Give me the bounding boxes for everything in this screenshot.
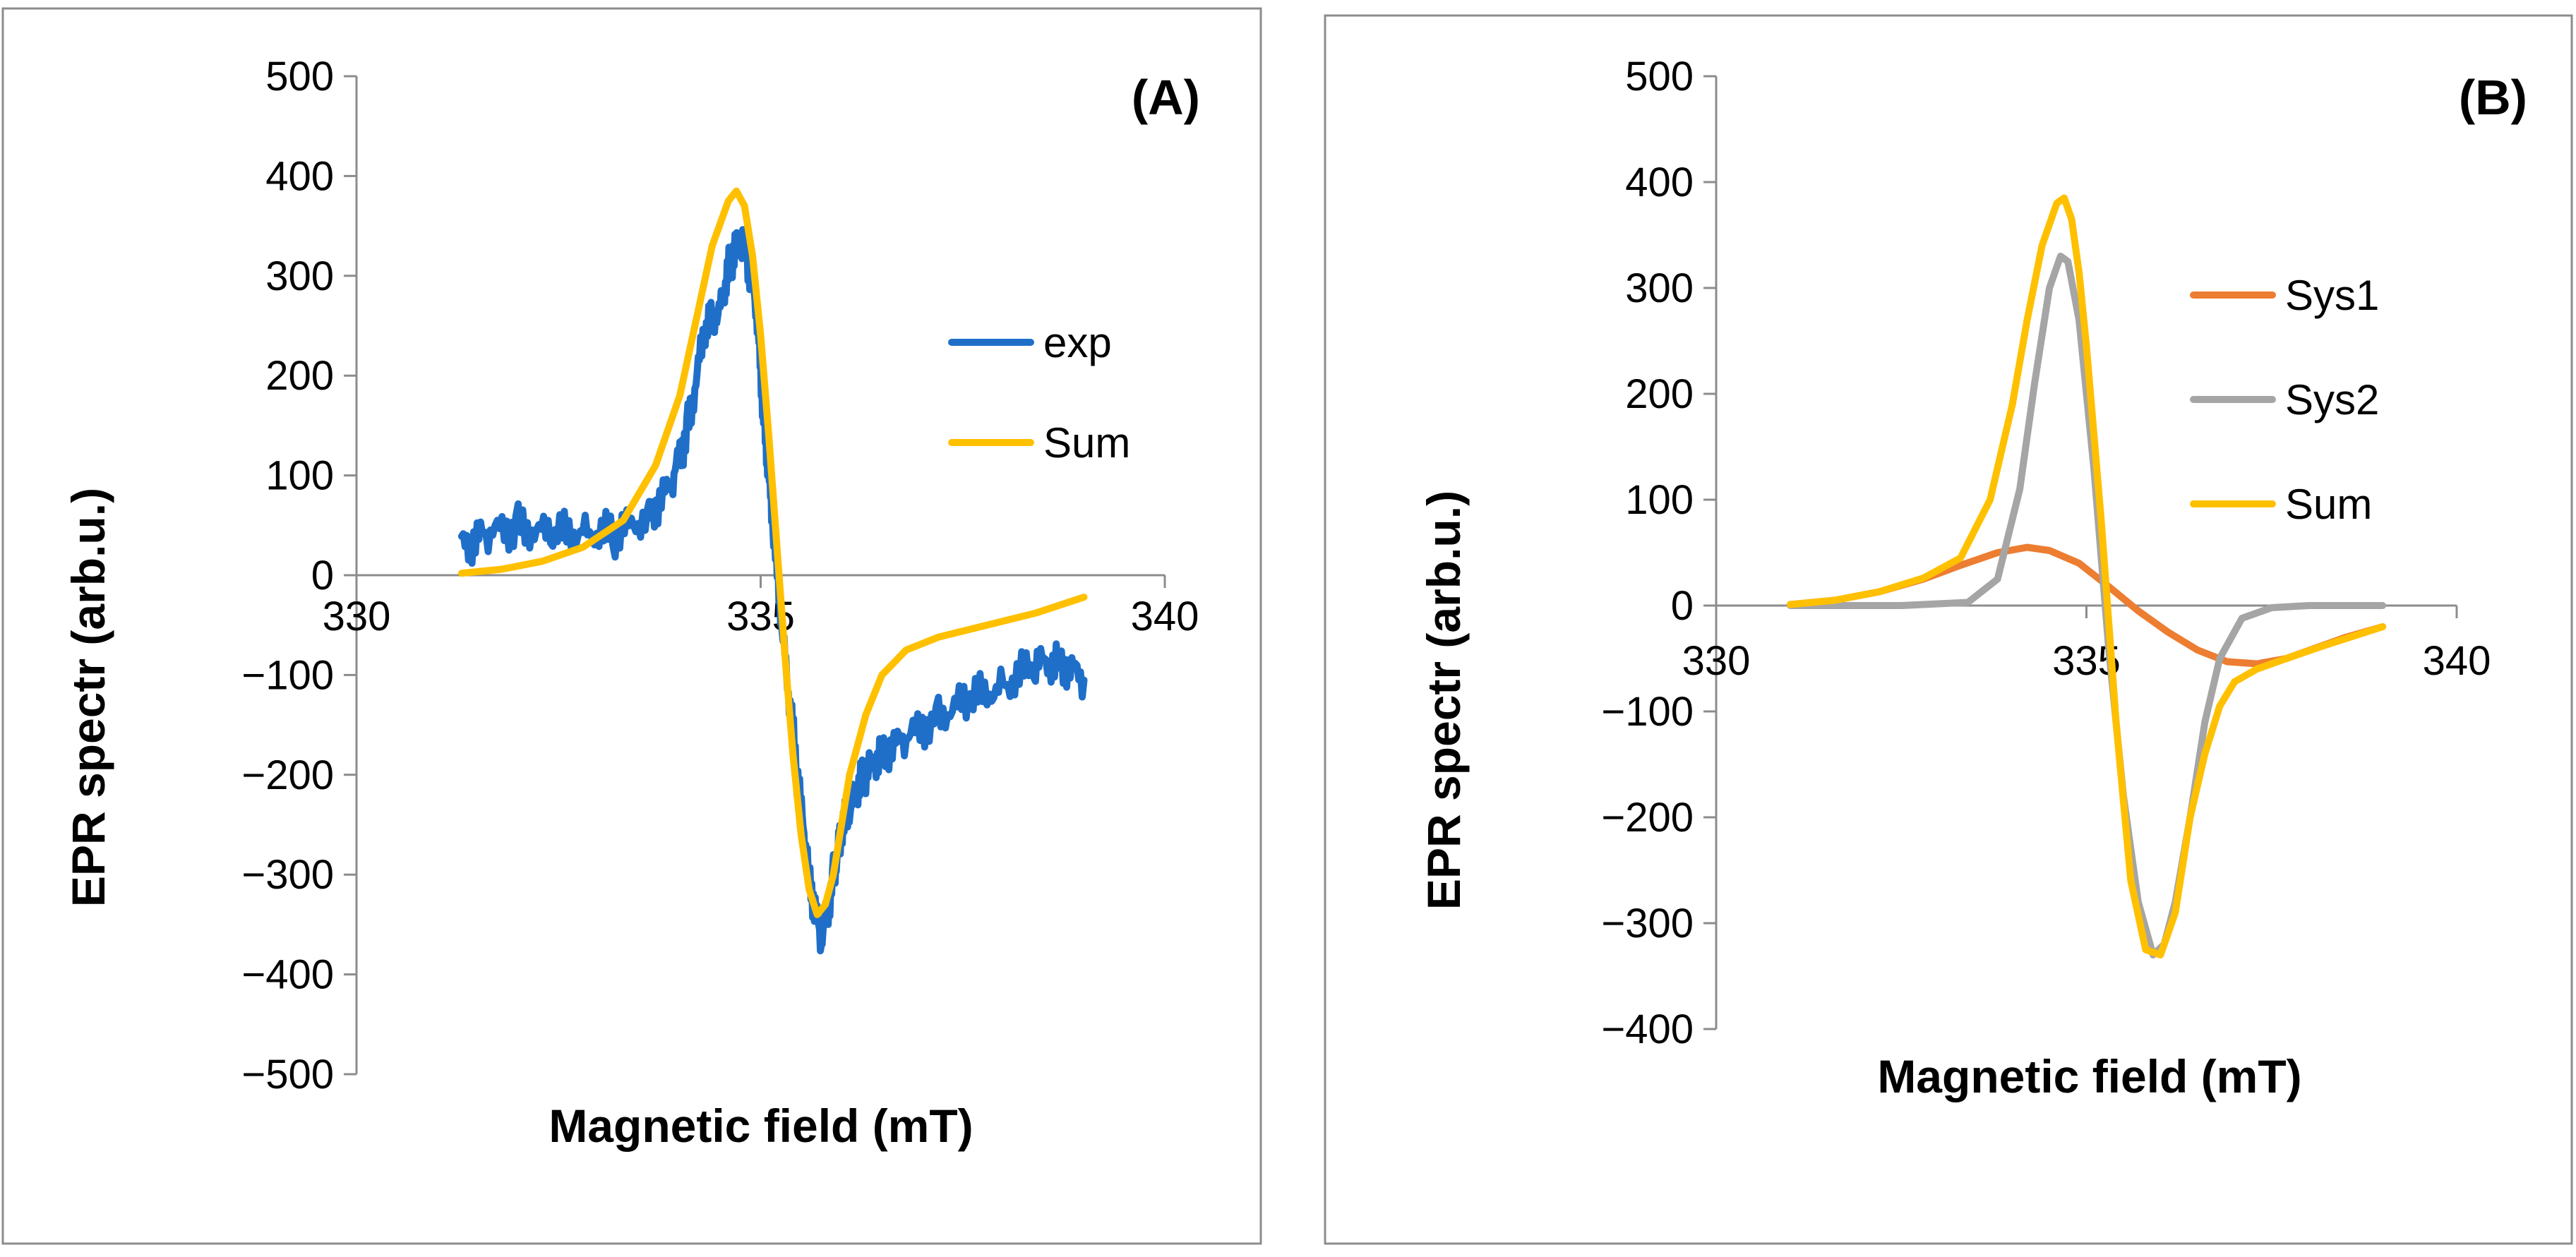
y-tick-label: 200	[265, 353, 334, 399]
series-line-sum	[1786, 194, 2387, 958]
y-tick-label: −400	[1601, 1006, 1694, 1052]
panel-a-frame	[1, 7, 1262, 1245]
legend-label-sys1: Sys1	[2285, 272, 2379, 319]
y-tick-label: 200	[1625, 371, 1694, 417]
y-tick-label: 100	[1625, 477, 1694, 523]
panel-a-label: (A)	[1132, 70, 1200, 125]
panel-a-series	[457, 187, 1088, 955]
y-tick-label: −300	[241, 852, 334, 898]
y-tick-label: −100	[241, 652, 334, 698]
legend-label-sum: Sum	[2285, 481, 2372, 528]
panel-b-legend: Sys1 Sys2 Sum	[2190, 272, 2379, 528]
legend-label-sys2: Sys2	[2285, 376, 2379, 423]
panel-a-y-axis-label: EPR spectr (arb.u.)	[62, 488, 114, 907]
x-tick-label: 330	[1682, 638, 1751, 684]
y-tick-label: 500	[1625, 54, 1694, 100]
y-tick-label: −100	[1601, 689, 1694, 735]
y-tick-label: 0	[311, 553, 334, 599]
x-tick-label: 340	[2423, 638, 2491, 684]
y-tick-label: −300	[1601, 901, 1694, 946]
panel-b-series	[1786, 194, 2387, 958]
legend-label-sum: Sum	[1043, 419, 1130, 467]
panel-a-legend: exp Sum	[948, 319, 1130, 467]
y-tick-label: −500	[241, 1052, 334, 1097]
panel-b-y-axis-label: EPR spectr (arb.u.)	[1418, 491, 1470, 910]
x-tick-label: 330	[323, 594, 391, 639]
y-tick-label: 100	[265, 453, 334, 499]
y-tick-label: −200	[241, 752, 334, 798]
y-tick-label: 0	[1671, 583, 1694, 629]
y-tick-label: 500	[265, 54, 334, 100]
panel-a-x-axis-label: Magnetic field (mT)	[549, 1100, 973, 1152]
y-tick-label: −400	[241, 952, 334, 998]
chart-panel-b: (B) Magnetic field (mT) EPR spectr (arb.…	[1418, 54, 2527, 1102]
y-tick-label: 300	[265, 253, 334, 299]
y-tick-label: −200	[1601, 795, 1694, 841]
panel-a-axes: 500 400 300 200 100 0 −100 −200 −300 −400 −500 330 3…	[241, 54, 1199, 1097]
x-tick-label: 340	[1131, 594, 1199, 639]
panel-b-label: (B)	[2459, 70, 2527, 125]
y-tick-label: 300	[1625, 265, 1694, 311]
panel-b-x-axis-label: Magnetic field (mT)	[1877, 1050, 2301, 1102]
legend-label-exp: exp	[1043, 319, 1112, 366]
chart-panel-a: (A) Magnetic field (mT) EPR spectr (arb.…	[62, 54, 1200, 1152]
y-tick-label: 400	[1625, 160, 1694, 205]
y-tick-label: 400	[265, 153, 334, 199]
series-line-sum	[457, 187, 1088, 918]
